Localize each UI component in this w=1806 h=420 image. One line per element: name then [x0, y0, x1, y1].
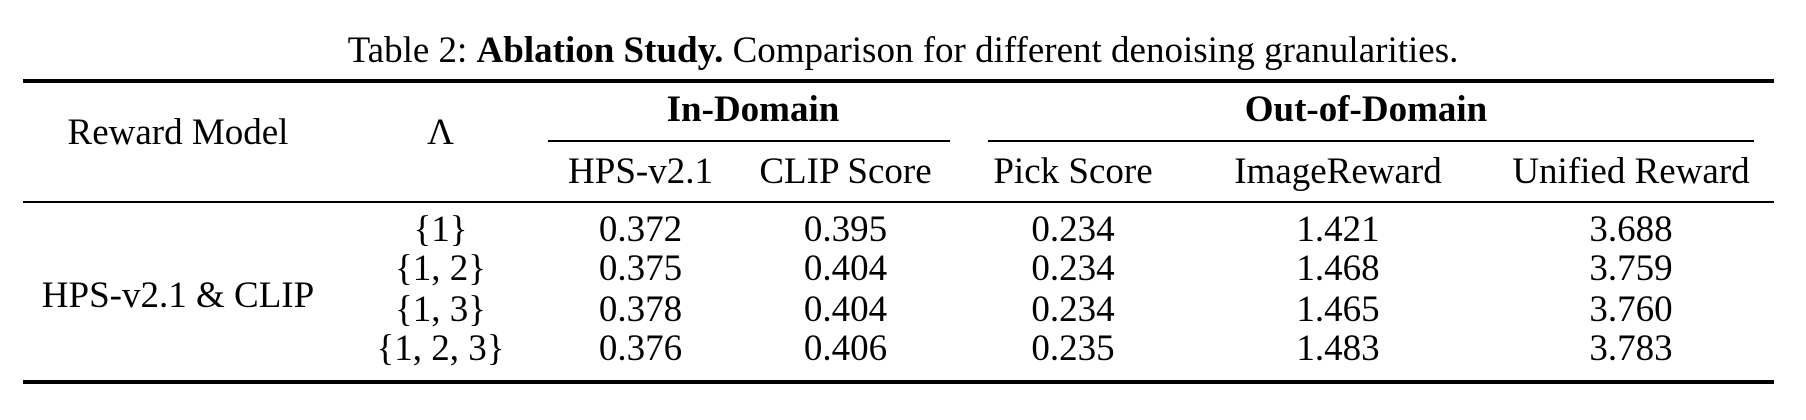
value-cell: 0.404 [803, 289, 888, 330]
table-row: HPS-v2.1 & CLIP {1} 0.372 0.395 0.234 1.… [23, 202, 1774, 314]
col-header-clip-score: CLIP Score [733, 142, 958, 203]
sub-header-row: HPS-v2.1 CLIP Score Pick Score ImageRewa… [23, 142, 1774, 203]
col-header-unified-reward: Unified Reward [1488, 142, 1774, 203]
col-header-reward-model: Reward Model [23, 81, 333, 203]
value-cell: 3.759 [1589, 248, 1673, 289]
value-cell: 3.760 [1589, 289, 1673, 330]
col-header-image-reward: ImageReward [1188, 142, 1488, 203]
out-of-domain-cmidrule [988, 140, 1754, 142]
value-cell: 0.406 [803, 328, 888, 369]
value-cell: 0.376 [598, 328, 683, 369]
value-cell: 0.235 [1031, 328, 1115, 369]
col-header-lambda: Λ [333, 81, 548, 203]
in-domain-label: In-Domain [666, 89, 840, 130]
value-cell: 0.234 [1031, 248, 1115, 289]
group-header-row: Reward Model Λ In-Domain Out-of-Domain [23, 81, 1774, 203]
in-domain-cmidrule [548, 140, 950, 142]
group-header-out-of-domain: Out-of-Domain [958, 81, 1774, 142]
caption-description: Comparison for different denoising granu… [732, 30, 1459, 71]
value-cell: 1.483 [1296, 328, 1380, 369]
caption-title: Ablation Study. [476, 30, 724, 71]
lambda-cell: {1} [413, 209, 468, 250]
value-cell: 0.375 [598, 248, 683, 289]
value-cell: 3.783 [1589, 328, 1673, 369]
lambda-cell: {1, 2} [394, 248, 487, 289]
table-row: {1, 3} 0.378 0.404 0.234 1.465 3.760 [23, 289, 1774, 330]
table-row: {1, 2} 0.375 0.404 0.234 1.468 3.759 [23, 248, 1774, 289]
value-cell: 0.378 [598, 289, 683, 330]
out-of-domain-label: Out-of-Domain [1244, 89, 1488, 130]
col-header-hps-v21: HPS-v2.1 [548, 142, 733, 203]
value-cell: 0.404 [803, 248, 888, 289]
value-cell: 0.234 [1031, 209, 1115, 250]
value-cell: 1.465 [1296, 289, 1380, 330]
value-cell: 1.468 [1296, 248, 1380, 289]
value-cell: 0.372 [598, 209, 683, 250]
value-cell: 0.234 [1031, 289, 1115, 330]
value-cell: 0.395 [803, 209, 888, 250]
group-header-in-domain: In-Domain [548, 81, 958, 142]
table-caption: Table 2: Ablation Study. Comparison for … [0, 29, 1806, 73]
reward-model-cell: HPS-v2.1 & CLIP [41, 275, 315, 316]
lambda-cell: {1, 3} [394, 289, 487, 330]
caption-label: Table 2: [347, 30, 468, 71]
ablation-results-table: Reward Model Λ In-Domain Out-of-Domain H… [23, 79, 1774, 384]
lambda-cell: {1, 2, 3} [376, 328, 505, 369]
value-cell: 1.421 [1296, 209, 1380, 250]
value-cell: 3.688 [1589, 209, 1673, 250]
col-header-pick-score: Pick Score [958, 142, 1188, 203]
table-row: {1, 2, 3} 0.376 0.406 0.235 1.483 3.783 [23, 330, 1774, 382]
